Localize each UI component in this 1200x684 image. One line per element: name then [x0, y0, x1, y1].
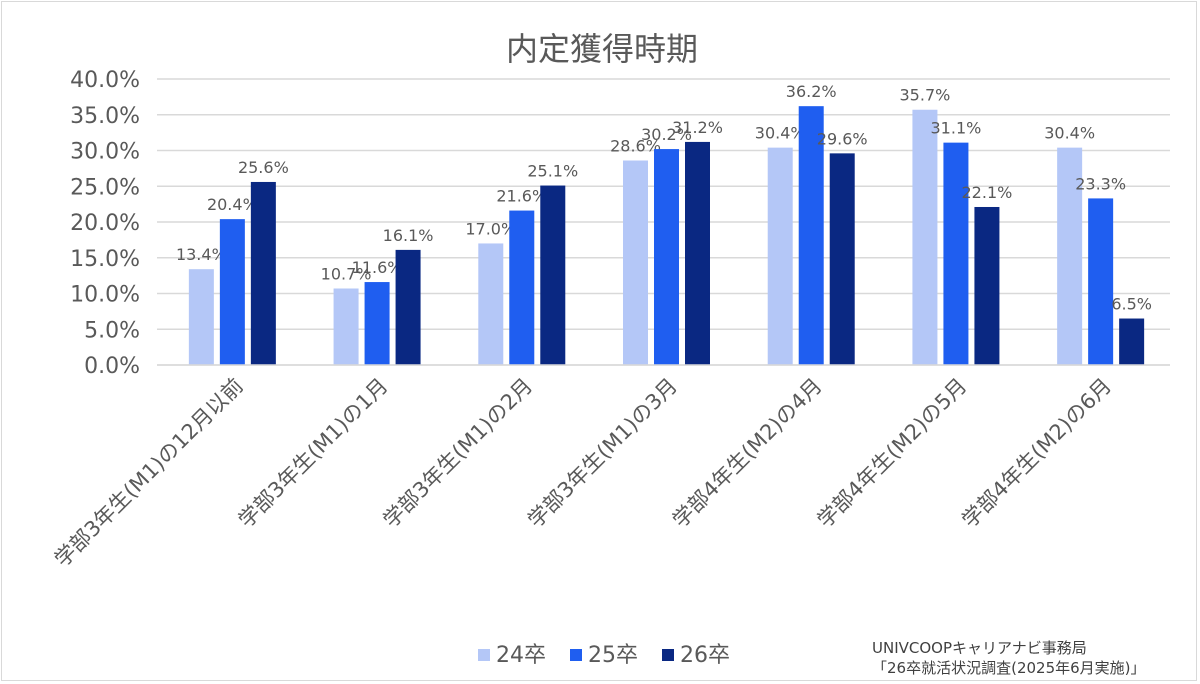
y-tick-label: 0.0%	[84, 354, 140, 379]
x-category-label: 学部3年生(M1)の2月	[379, 374, 538, 533]
bar-24卒-0	[188, 269, 214, 365]
data-label: 35.7%	[900, 86, 951, 105]
bar-24卒-1	[333, 288, 359, 365]
bar-26卒-3	[685, 141, 710, 365]
y-tick-label: 40.0%	[70, 68, 140, 93]
bar-26卒-2	[540, 185, 566, 365]
data-label: 11.6%	[352, 258, 403, 277]
bar-25卒-3	[654, 149, 679, 365]
legend-swatch-24卒	[478, 649, 490, 661]
x-category-label: 学部4年生(M2)の5月	[813, 374, 972, 533]
legend-label: 24卒	[496, 643, 546, 668]
data-label: 16.1%	[383, 226, 434, 245]
bar-26卒-4	[829, 153, 855, 365]
x-category-label: 学部4年生(M2)の4月	[668, 374, 827, 533]
legend-label: 26卒	[680, 643, 730, 668]
bar-25卒-0	[219, 219, 245, 365]
data-label: 31.2%	[672, 118, 723, 137]
data-label: 25.1%	[527, 162, 578, 181]
bar-26卒-6	[1119, 318, 1145, 365]
y-tick-label: 30.0%	[70, 140, 140, 165]
bar-24卒-2	[478, 243, 504, 365]
chart-title: 内定獲得時期	[506, 30, 698, 68]
bar-25卒-2	[509, 210, 535, 365]
y-tick-label: 35.0%	[70, 104, 140, 129]
bar-26卒-1	[395, 249, 421, 365]
x-category-label: 学部3年生(M1)の1月	[234, 374, 393, 533]
data-label: 28.6%	[610, 137, 661, 156]
legend-label: 25卒	[588, 643, 638, 668]
data-label: 21.6%	[496, 187, 547, 206]
data-label: 30.4%	[755, 124, 806, 143]
legend-swatch-25卒	[570, 649, 582, 661]
data-label: 31.1%	[931, 119, 982, 138]
y-tick-label: 15.0%	[70, 247, 140, 272]
bar-26卒-0	[250, 181, 276, 365]
data-label: 30.2%	[641, 125, 692, 144]
bar-25卒-1	[364, 282, 390, 365]
bar-24卒-6	[1057, 147, 1083, 365]
data-label: 20.4%	[207, 195, 258, 214]
bar-25卒-4	[798, 106, 824, 366]
source-line-2: 「26卒就活状況調査(2025年6月実施)」	[872, 659, 1146, 677]
y-tick-label: 10.0%	[70, 283, 140, 308]
legend-swatch-26卒	[662, 649, 674, 661]
bar-24卒-4	[767, 147, 793, 365]
data-label: 29.6%	[817, 129, 868, 148]
y-tick-label: 5.0%	[84, 318, 140, 343]
data-label: 23.3%	[1075, 174, 1126, 193]
bar-24卒-5	[912, 109, 938, 366]
data-label: 22.1%	[962, 183, 1013, 202]
data-label: 25.6%	[238, 158, 289, 177]
source-note: UNIVCOOPキャリアナビ事務局 「26卒就活状況調査(2025年6月実施)」	[872, 638, 1146, 678]
data-label: 10.7%	[321, 264, 372, 283]
bar-25卒-5	[943, 142, 969, 365]
data-label: 17.0%	[465, 219, 516, 238]
bar-25卒-6	[1088, 198, 1114, 365]
data-label: 30.4%	[1044, 124, 1095, 143]
data-label: 6.5%	[1111, 295, 1152, 314]
y-tick-label: 20.0%	[70, 211, 140, 236]
source-line-1: UNIVCOOPキャリアナビ事務局	[872, 639, 1087, 657]
y-tick-label: 25.0%	[70, 175, 140, 200]
bar-24卒-3	[623, 160, 648, 365]
data-label: 13.4%	[176, 245, 227, 264]
x-category-label: 学部3年生(M1)の12月以前	[50, 374, 248, 572]
data-label: 36.2%	[786, 82, 837, 101]
x-category-label: 学部3年生(M1)の3月	[523, 374, 682, 533]
bar-26卒-5	[974, 206, 1000, 365]
x-category-label: 学部4年生(M2)の6月	[957, 374, 1116, 533]
